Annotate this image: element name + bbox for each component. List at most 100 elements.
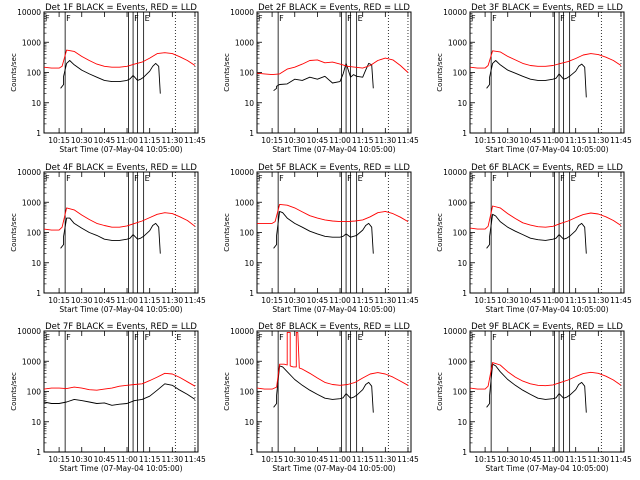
lld-series-line	[44, 372, 196, 391]
x-tick-label: 11:30	[162, 136, 184, 145]
x-tick-label: 10:30	[71, 455, 93, 464]
y-tick-label: 10000	[443, 8, 467, 17]
marker-letter: F	[347, 14, 352, 23]
y-tick-label: 10000	[17, 168, 41, 177]
lld-series-line	[257, 57, 409, 76]
x-tick-label: 11:30	[588, 455, 610, 464]
x-tick-label: 11:30	[375, 136, 397, 145]
x-tick-label: 11:45	[610, 296, 632, 305]
y-tick-label: 1	[462, 448, 467, 457]
x-tick-label: 11:45	[397, 455, 419, 464]
plot-title: Det 7F BLACK = Events, RED = LLD	[45, 322, 197, 332]
marker-letter: F	[134, 174, 139, 183]
y-axis-label: Counts/sec	[223, 213, 231, 252]
x-axis-label: Start Time (07-May-04 10:05:00)	[272, 145, 395, 154]
plot-title: Det 2F BLACK = Events, RED = LLD	[258, 3, 410, 13]
y-tick-label: 1000	[448, 357, 467, 366]
marker-letter: F	[492, 14, 497, 23]
x-tick-label: 11:00	[542, 455, 564, 464]
x-tick-label: 11:15	[565, 296, 587, 305]
detector-panel-1: Det 1F BLACK = Events, RED = LLD 1 10 100 10…	[10, 3, 206, 154]
y-tick-label: 10	[457, 259, 467, 268]
x-tick-label: 11:45	[610, 136, 632, 145]
x-tick-label: 10:15	[474, 136, 496, 145]
x-axis-label: Start Time (07-May-04 10:05:00)	[59, 305, 182, 314]
marker-letter: F	[279, 14, 284, 23]
x-tick-label: 10:30	[284, 296, 306, 305]
x-tick-label: 11:00	[329, 136, 351, 145]
x-tick-label: 11:15	[352, 455, 374, 464]
plot-frame	[469, 171, 625, 294]
x-tick-label: 11:15	[565, 455, 587, 464]
x-axis-label: Start Time (07-May-04 10:05:00)	[485, 145, 608, 154]
x-tick-label: 10:30	[497, 455, 519, 464]
x-tick-label: 11:00	[116, 455, 138, 464]
y-tick-label: 100	[453, 69, 468, 78]
marker-letter: F	[492, 333, 497, 342]
y-tick-label: 10000	[230, 168, 254, 177]
marker-letter: F	[560, 333, 565, 342]
x-axis-label: Start Time (07-May-04 10:05:00)	[59, 464, 182, 473]
y-tick-label: 1	[36, 448, 41, 457]
marker-letter: F	[258, 14, 263, 23]
x-tick-label: 11:15	[565, 136, 587, 145]
x-axis-label: Start Time (07-May-04 10:05:00)	[272, 464, 395, 473]
detector-panel-6: Det 6F BLACK = Events, RED = LLD 1 10 100 10…	[436, 163, 632, 314]
y-tick-label: 1000	[22, 198, 41, 207]
x-axis-label: Start Time (07-May-04 10:05:00)	[485, 464, 608, 473]
marker-letter: F	[134, 333, 139, 342]
y-tick-label: 1000	[235, 357, 254, 366]
y-axis-label: Counts/sec	[436, 213, 444, 252]
plot-title: Det 1F BLACK = Events, RED = LLD	[45, 3, 197, 13]
y-tick-label: 1	[36, 129, 41, 138]
y-tick-label: 1	[36, 289, 41, 298]
marker-letter: F	[560, 14, 565, 23]
lld-series-line	[257, 331, 409, 390]
lld-series-line	[470, 50, 622, 69]
detector-panel-2: Det 2F BLACK = Events, RED = LLD 1 10 100 10…	[223, 3, 419, 154]
plot-title: Det 6F BLACK = Events, RED = LLD	[471, 163, 623, 173]
y-tick-label: 100	[453, 229, 468, 238]
y-tick-label: 1	[249, 129, 254, 138]
plot-title: Det 4F BLACK = Events, RED = LLD	[45, 163, 197, 173]
lld-series-line	[470, 362, 622, 390]
x-tick-label: 10:45	[94, 136, 116, 145]
detector-panel-8: Det 8F BLACK = Events, RED = LLD 1 10 100 10…	[223, 322, 419, 473]
marker-letter: F	[145, 333, 150, 342]
x-tick-label: 10:15	[48, 455, 70, 464]
y-axis-label: Counts/sec	[10, 213, 18, 252]
x-tick-label: 10:30	[284, 455, 306, 464]
x-tick-label: 11:15	[352, 136, 374, 145]
x-tick-label: 11:30	[588, 296, 610, 305]
x-tick-label: 10:45	[94, 455, 116, 464]
marker-letter: F	[471, 333, 476, 342]
x-tick-label: 11:45	[184, 136, 206, 145]
plot-title: Det 5F BLACK = Events, RED = LLD	[258, 163, 410, 173]
x-tick-label: 11:30	[162, 296, 184, 305]
x-tick-label: 10:45	[307, 136, 329, 145]
y-tick-label: 10000	[17, 327, 41, 336]
marker-letter: F	[66, 333, 71, 342]
y-tick-label: 10	[244, 418, 254, 427]
y-axis-label: Counts/sec	[223, 372, 231, 411]
x-axis-label: Start Time (07-May-04 10:05:00)	[272, 305, 395, 314]
x-tick-label: 11:45	[184, 455, 206, 464]
plot-frame	[256, 330, 412, 453]
marker-letter: F	[560, 174, 565, 183]
plot-frame	[43, 330, 199, 453]
x-tick-label: 10:45	[520, 455, 542, 464]
events-series-line	[486, 60, 587, 98]
y-tick-label: 100	[27, 388, 42, 397]
marker-letter: E	[358, 14, 363, 23]
marker-letter: E	[571, 174, 576, 183]
x-tick-label: 11:15	[139, 296, 161, 305]
x-tick-label: 10:15	[261, 136, 283, 145]
marker-letter: F	[347, 174, 352, 183]
y-tick-label: 10000	[443, 168, 467, 177]
marker-letter: E	[571, 333, 576, 342]
events-series-line	[60, 217, 161, 254]
detector-panel-7: Det 7F BLACK = Events, RED = LLD 1 10 100 10…	[10, 322, 206, 473]
x-tick-label: 11:00	[542, 296, 564, 305]
plot-frame	[43, 171, 199, 294]
